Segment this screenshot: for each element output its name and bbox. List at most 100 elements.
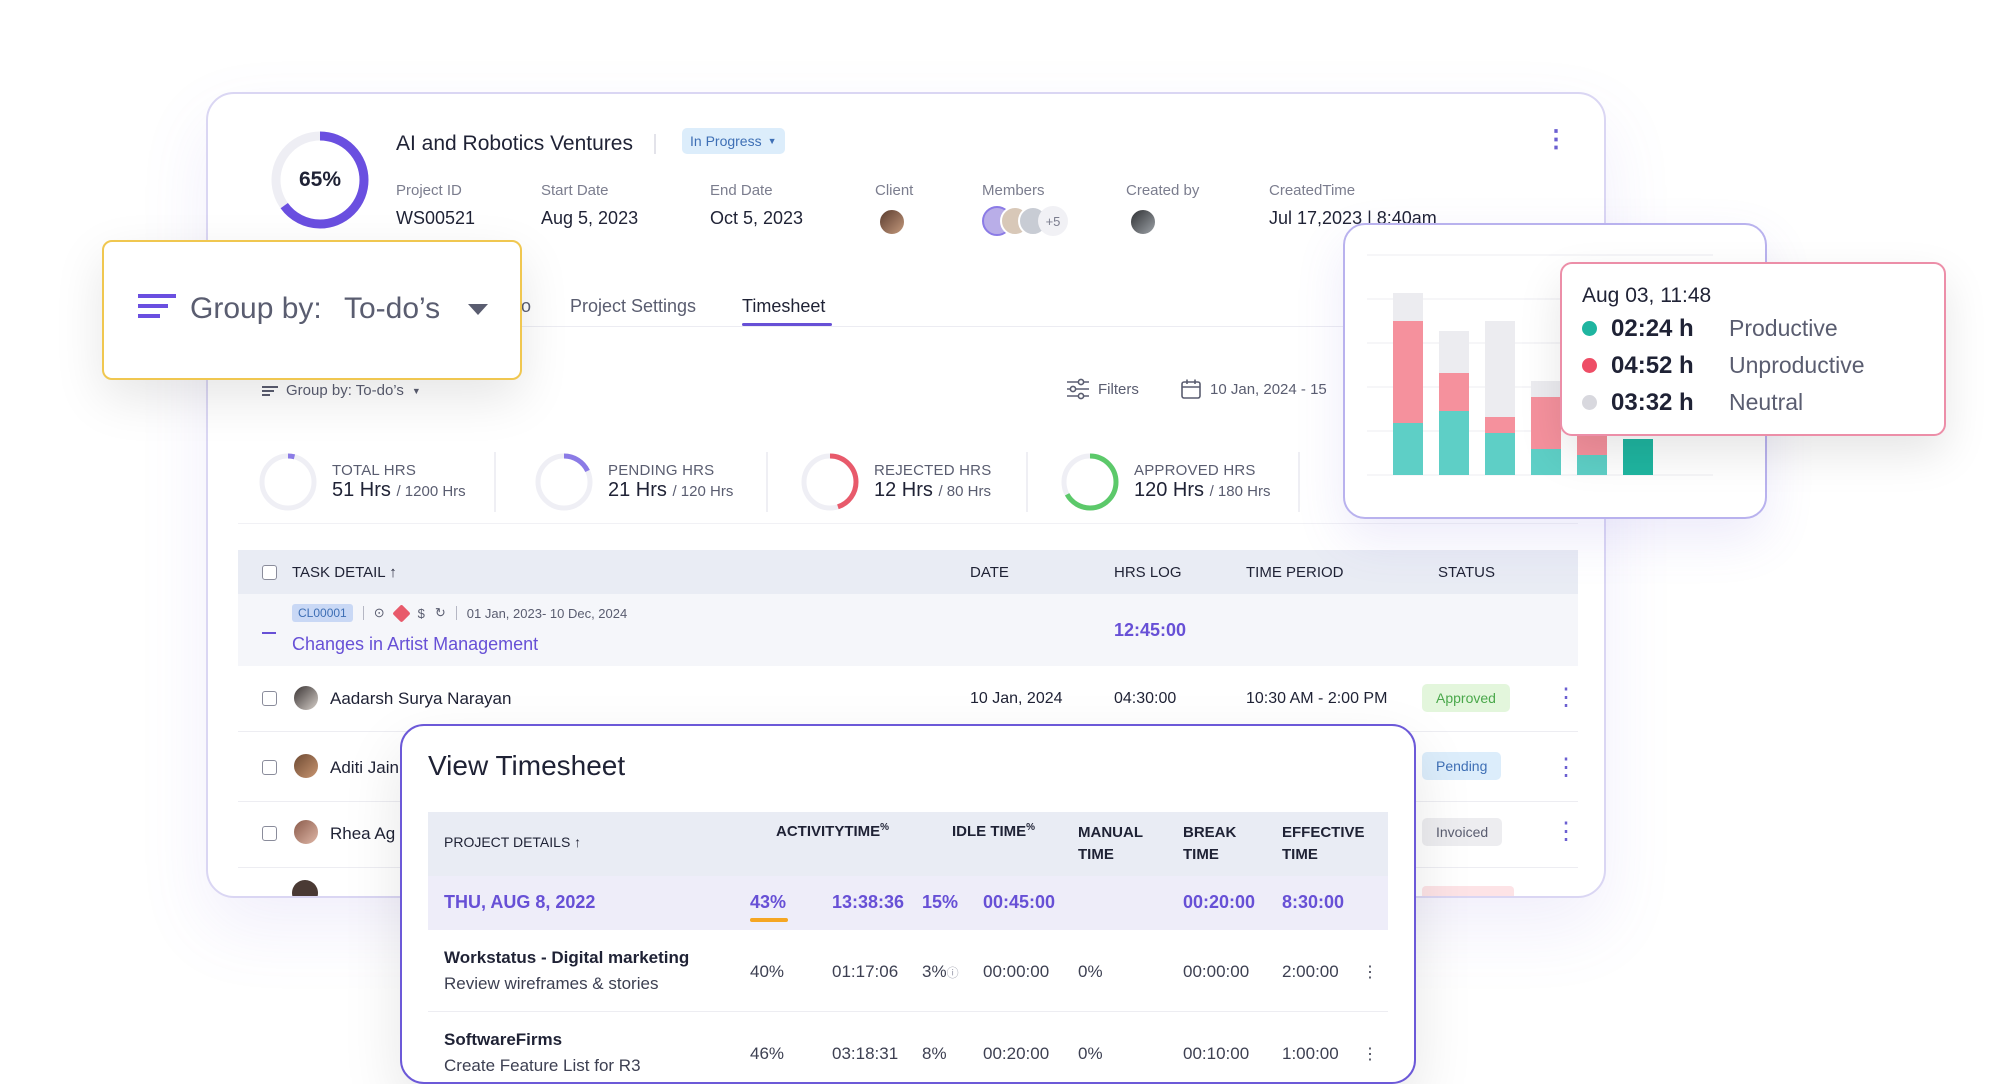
header-status[interactable]: STATUS bbox=[1438, 564, 1495, 581]
stat-value: 21 Hrs bbox=[608, 479, 667, 501]
bar-segment-unproductive[interactable] bbox=[1393, 321, 1423, 423]
row-checkbox[interactable] bbox=[262, 691, 277, 706]
ring-fill bbox=[535, 453, 593, 511]
tab-timesheet[interactable]: Timesheet bbox=[742, 296, 826, 316]
client-avatar[interactable] bbox=[878, 208, 906, 236]
bar-segment-unproductive[interactable] bbox=[1531, 397, 1561, 449]
start-date-label: Start Date bbox=[541, 182, 609, 199]
tooltip-item-neutral: 03:32 h Neutral bbox=[1582, 384, 1865, 421]
stat-label: PENDING HRS bbox=[608, 462, 715, 479]
row-manual-time: 0% bbox=[1078, 962, 1103, 981]
status-dropdown[interactable]: In Progress ▼ bbox=[682, 128, 785, 154]
tab-active-indicator bbox=[742, 323, 832, 326]
header-time-period[interactable]: TIME PERIOD bbox=[1246, 564, 1344, 581]
row-menu-icon[interactable]: ⋮ bbox=[1554, 754, 1578, 781]
stat-total: / 80 Hrs bbox=[938, 483, 991, 500]
bar-segment-unproductive[interactable] bbox=[1485, 417, 1515, 433]
row-break-time: 00:10:00 bbox=[1183, 1044, 1250, 1063]
tab-partial[interactable]: o bbox=[521, 296, 532, 316]
select-all-checkbox[interactable] bbox=[262, 565, 277, 580]
bar-segment-unproductive[interactable] bbox=[1577, 435, 1607, 455]
end-date-label: End Date bbox=[710, 182, 773, 199]
row-idle-pct: 3%ⓘ bbox=[922, 962, 959, 982]
row-menu-icon[interactable]: ⋮ bbox=[1554, 684, 1578, 711]
tooltip-title: Aug 03, 11:48 bbox=[1582, 284, 1712, 307]
bar-segment-unproductive[interactable] bbox=[1439, 373, 1469, 411]
percent-icon: % bbox=[1026, 822, 1036, 833]
row-hrs: 04:30:00 bbox=[1114, 690, 1177, 707]
row-idle-time: 00:00:00 bbox=[983, 962, 1050, 981]
row-activity-pct: 40% bbox=[750, 962, 785, 981]
project-menu-icon[interactable]: ⋮ bbox=[1544, 126, 1568, 153]
task-group-row[interactable]: CL00001 ⊙ $ ↻ 01 Jan, 2023- 10 Dec, 2024… bbox=[238, 594, 1578, 666]
group-id-chip: CL00001 bbox=[292, 604, 353, 622]
row-checkbox[interactable] bbox=[262, 826, 277, 841]
header-effective-time[interactable]: EFFECTIVE TIME bbox=[1282, 824, 1365, 863]
tab-project-settings[interactable]: Project Settings bbox=[570, 296, 697, 316]
bar-segment-neutral[interactable] bbox=[1531, 381, 1561, 397]
status-badge: Invoiced bbox=[1422, 818, 1503, 846]
group-by-callout-label: Group by: bbox=[190, 292, 322, 325]
bar-segment-neutral[interactable] bbox=[1393, 293, 1423, 321]
collapse-icon[interactable] bbox=[262, 632, 276, 634]
header-idle-time[interactable]: IDLE TIME% bbox=[952, 822, 1035, 840]
stat-total: TOTAL HRS 51 Hrs / 1200 Hrs bbox=[258, 452, 466, 512]
bar-segment-productive[interactable] bbox=[1393, 423, 1423, 475]
tooltip-time: 04:52 h bbox=[1611, 351, 1694, 379]
bar-segment-neutral[interactable] bbox=[1485, 321, 1515, 417]
header-task-detail[interactable]: TASK DETAIL ↑ bbox=[292, 564, 397, 581]
recurring-icon: ↻ bbox=[434, 605, 446, 620]
sliders-icon bbox=[1067, 378, 1089, 400]
row-manual-time: 0% bbox=[1078, 1044, 1103, 1063]
header-date[interactable]: DATE bbox=[970, 564, 1009, 581]
filters-button[interactable]: Filters bbox=[1066, 378, 1139, 400]
group-name[interactable]: Changes in Artist Management bbox=[292, 634, 539, 654]
bar-segment-neutral[interactable] bbox=[1439, 331, 1469, 373]
header-hrs-log[interactable]: HRS LOG bbox=[1114, 564, 1182, 581]
header-project-details[interactable]: PROJECT DETAILS ↑ bbox=[444, 834, 582, 850]
stat-label: REJECTED HRS bbox=[874, 462, 992, 479]
assignee-name: Aadarsh Surya Narayan bbox=[330, 689, 512, 708]
ring-fill bbox=[1061, 453, 1119, 511]
dot-icon bbox=[1582, 395, 1597, 410]
stat-total: / 120 Hrs bbox=[672, 483, 734, 500]
header-activity-time[interactable]: ACTIVITYTIME% bbox=[776, 822, 889, 840]
bar-segment-productive[interactable] bbox=[1623, 439, 1653, 475]
day-idle-time: 00:45:00 bbox=[983, 892, 1056, 912]
group-by-callout[interactable]: Group by: To-do’s bbox=[102, 240, 522, 380]
stat-rejected: REJECTED HRS 12 Hrs / 80 Hrs bbox=[800, 452, 991, 512]
calendar-icon bbox=[1181, 379, 1201, 399]
created-time-label: CreatedTime bbox=[1269, 182, 1356, 199]
members-avatars[interactable]: +5 bbox=[982, 206, 1068, 236]
timesheet-day-row[interactable]: THU, AUG 8, 2022 43% 13:38:36 15% 00:45:… bbox=[428, 876, 1388, 930]
bar-segment-productive[interactable] bbox=[1439, 411, 1469, 475]
table-row[interactable]: Aadarsh Surya Narayan 10 Jan, 2024 04:30… bbox=[238, 666, 1578, 732]
header-break-time[interactable]: BREAK TIME bbox=[1183, 824, 1237, 863]
tooltip-item-unproductive: 04:52 h Unproductive bbox=[1582, 347, 1865, 384]
info-icon[interactable]: ⓘ bbox=[946, 966, 959, 980]
row-menu-icon[interactable]: ⋮ bbox=[1362, 964, 1378, 981]
bar-segment-productive[interactable] bbox=[1485, 433, 1515, 475]
header-manual-time[interactable]: MANUAL TIME bbox=[1078, 824, 1143, 863]
members-label: Members bbox=[982, 182, 1045, 199]
bar-segment-productive[interactable] bbox=[1577, 455, 1607, 475]
status-badge bbox=[1422, 886, 1514, 896]
divider bbox=[1026, 452, 1028, 512]
creator-avatar[interactable] bbox=[1129, 208, 1157, 236]
tooltip-item-productive: 02:24 h Productive bbox=[1582, 310, 1865, 347]
created-by-label: Created by bbox=[1126, 182, 1200, 199]
row-menu-icon[interactable]: ⋮ bbox=[1362, 1046, 1378, 1063]
bar-segment-productive[interactable] bbox=[1531, 449, 1561, 475]
row-break-time: 00:00:00 bbox=[1183, 962, 1250, 981]
day-effective-time: 8:30:00 bbox=[1282, 892, 1345, 912]
date-range-picker[interactable]: 10 Jan, 2024 - 15 bbox=[1180, 378, 1327, 400]
row-checkbox[interactable] bbox=[262, 760, 277, 775]
timesheet-row[interactable]: Workstatus - Digital marketing Review wi… bbox=[428, 932, 1388, 1012]
timesheet-row[interactable]: SoftwareFirms Create Feature List for R3… bbox=[428, 1014, 1388, 1082]
idle-pct-value: 3% bbox=[922, 962, 947, 981]
row-menu-icon[interactable]: ⋮ bbox=[1554, 818, 1578, 845]
tooltip-label: Productive bbox=[1729, 315, 1838, 341]
end-date: Oct 5, 2023 bbox=[710, 208, 804, 228]
group-by-dropdown[interactable]: Group by: To-do’s ▼ bbox=[262, 382, 421, 399]
progress-percent: 65% bbox=[298, 168, 342, 191]
